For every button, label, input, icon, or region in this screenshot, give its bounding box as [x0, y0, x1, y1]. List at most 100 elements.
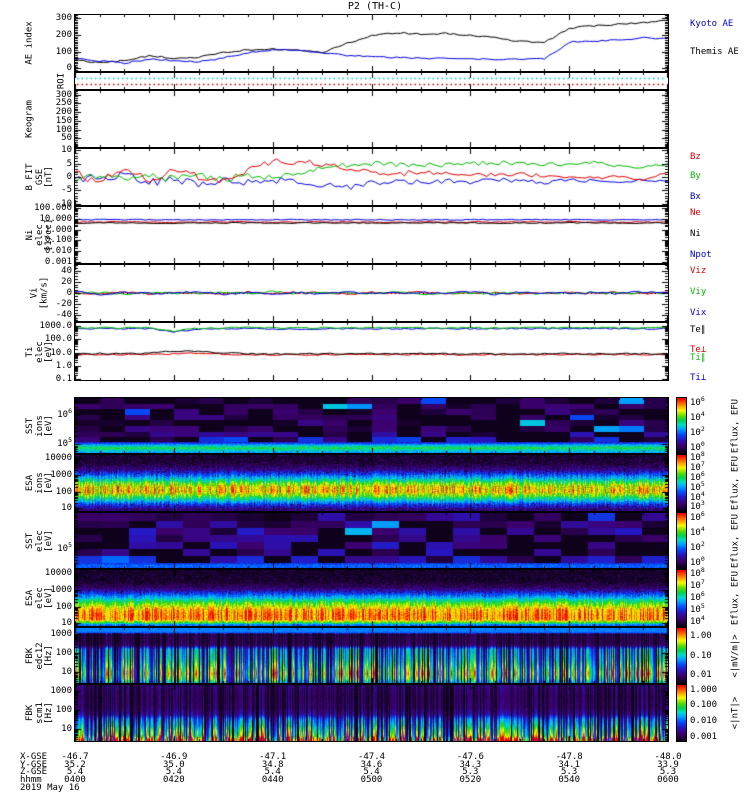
b-fit-legend-Bz: Bz	[690, 151, 701, 162]
esa-elec-ytick-3: 10	[61, 618, 72, 629]
fbk-edc12-colorbar-label: <|mV/m|>	[730, 633, 741, 678]
esa-elec-colorbar-tick-1: 107	[690, 577, 705, 591]
esa-elec-ytick-2: 100	[55, 601, 72, 612]
sst-ions-colorbar-tick-1: 104	[690, 410, 705, 424]
axis-Y-GSE-value-5: 34.1	[558, 760, 580, 770]
panel-sst-ions	[74, 397, 669, 454]
sst-ions-ytick-0: 106	[57, 407, 72, 421]
b-fit-ytick-4: 10	[61, 145, 72, 156]
axis-hhmm-value-0: 0400	[64, 775, 86, 785]
sst-elec-canvas	[75, 513, 668, 568]
vi-legend-Viy: Viy	[690, 287, 707, 298]
sst-elec-ytick-0: 105	[57, 540, 72, 554]
axis-Z-GSE-value-6: 5.3	[659, 767, 677, 777]
fbk-scm1-colorbar-tick-2: 0.010	[690, 716, 718, 727]
sst-ions-colorbar-tick-0: 106	[690, 394, 705, 408]
sst-ions-colorbar-label: Eflux, EFU	[730, 398, 741, 453]
panel-fbk-edc12	[74, 627, 669, 684]
esa-ions-colorbar-canvas	[677, 455, 686, 511]
esa-elec-colorbar-canvas	[677, 570, 686, 626]
plot-title: P2 (TH-C)	[347, 1, 403, 12]
axis-Y-GSE-value-2: 34.8	[261, 760, 284, 770]
b-fit-canvas	[75, 149, 668, 205]
panel-vi	[74, 264, 669, 322]
colorbar-sst-elec	[676, 512, 687, 569]
ni-ytick-5: 0.001	[44, 256, 72, 267]
fbk-scm1-colorbar-tick-3: 0.001	[690, 731, 718, 742]
ni-ytick-4: 0.010	[44, 246, 72, 257]
ae-index-ytick-3: 300	[55, 13, 72, 24]
panel-ti	[74, 322, 669, 381]
axis-Y-GSE-value-0: 35.2	[64, 760, 86, 770]
panel-roi	[74, 72, 669, 90]
esa-elec-colorbar-tick-2: 106	[690, 590, 705, 603]
esa-ions-colorbar-tick-1: 107	[690, 459, 705, 473]
axis-hhmm-value-2: 0440	[261, 775, 284, 785]
ti-legend-Ti∥: Ti∥	[690, 352, 706, 363]
panel-ae-index	[74, 14, 669, 72]
fbk-scm1-colorbar-tick-1: 0.100	[690, 700, 718, 711]
fbk-edc12-colorbar-tick-2: 0.01	[690, 670, 712, 681]
esa-ions-ytick-0: 10000	[44, 452, 72, 463]
ni-legend-Ni: Ni	[690, 229, 701, 240]
sst-ions-ytick-1: 105	[57, 436, 72, 450]
esa-ions-colorbar-tick-5: 103	[690, 499, 705, 513]
ni-canvas	[75, 207, 668, 263]
ae-index-legend-Kyoto AE: Kyoto AE	[690, 18, 734, 29]
axis-hhmm-value-6: 0600	[657, 775, 679, 785]
fbk-scm1-ytick-0: 1000	[50, 685, 72, 696]
ti-ytick-1: 100.0	[44, 334, 72, 345]
axis-row-label-Y-GSE: Y-GSE	[20, 760, 48, 770]
fbk-edc12-ytick-0: 1000	[50, 628, 72, 639]
fbk-edc12-ytick-1: 100	[55, 647, 72, 658]
axis-Z-GSE-value-1: 5.4	[165, 767, 182, 777]
vi-ytick-2: 0	[66, 288, 72, 298]
axis-Y-GSE-value-6: 33.9	[657, 760, 679, 770]
ni-ytick-3: 0.100	[44, 235, 72, 246]
panel-b-fit	[74, 148, 669, 206]
fbk-scm1-canvas	[75, 685, 668, 741]
esa-elec-colorbar-tick-0: 108	[690, 565, 705, 579]
fbk-scm1-colorbar-tick-0: 1.000	[690, 684, 718, 695]
esa-ions-colorbar-tick-3: 105	[690, 479, 705, 493]
esa-ions-colorbar-tick-2: 106	[690, 469, 705, 483]
axis-X-GSE-value-1: -46.9	[160, 752, 188, 762]
axis-date-label: 2019 May 16	[20, 783, 80, 793]
fbk-scm1-ytick-1: 100	[55, 705, 72, 716]
esa-elec-ytick-1: 1000	[50, 584, 72, 595]
b-fit-ytick-0: -10	[55, 198, 72, 209]
sst-ions-colorbar-canvas	[677, 398, 686, 453]
keogram-ytick-5: 300	[55, 89, 72, 100]
sst-elec-colorbar-tick-2: 102	[690, 540, 705, 554]
sst-elec-colorbar-canvas	[677, 513, 686, 568]
keogram-ytick-2: 150	[55, 115, 72, 126]
ti-legend-Te⊥: Te⊥	[690, 344, 707, 355]
sst-elec-colorbar-tick-0: 106	[690, 509, 705, 523]
colorbar-sst-ions	[676, 397, 687, 454]
fbk-scm1-colorbar-canvas	[677, 685, 686, 741]
b-fit-legend-Bx: Bx	[690, 192, 701, 203]
esa-ions-colorbar-tick-4: 104	[690, 489, 705, 503]
axis-hhmm-value-5: 0540	[558, 775, 580, 785]
sst-ions-colorbar-tick-3: 100	[690, 440, 705, 454]
ni-legend-Npot: Npot	[690, 250, 712, 261]
panel-keogram	[74, 90, 669, 148]
axis-Z-GSE-value-0: 5.4	[66, 767, 84, 777]
axis-X-GSE-value-2: -47.1	[259, 752, 287, 762]
ti-ytick-0: 1000.0	[39, 320, 72, 331]
ae-index-canvas	[75, 15, 668, 71]
b-fit-legend-By: By	[690, 171, 701, 182]
axis-Z-GSE-value-4: 5.3	[462, 767, 479, 777]
esa-elec-ytick-0: 10000	[44, 567, 72, 578]
ti-canvas	[75, 323, 668, 380]
ti-ytick-2: 10.0	[50, 347, 72, 358]
fbk-scm1-ytick-2: 10	[61, 724, 72, 735]
panel-ni	[74, 206, 669, 264]
b-fit-ytick-3: 5	[66, 158, 72, 169]
colorbar-fbk-edc12	[676, 627, 687, 684]
keogram-canvas	[75, 91, 668, 147]
axis-X-GSE-value-3: -47.4	[357, 752, 386, 762]
axis-Z-GSE-value-5: 5.3	[561, 767, 578, 777]
keogram-ytick-4: 250	[55, 98, 72, 109]
